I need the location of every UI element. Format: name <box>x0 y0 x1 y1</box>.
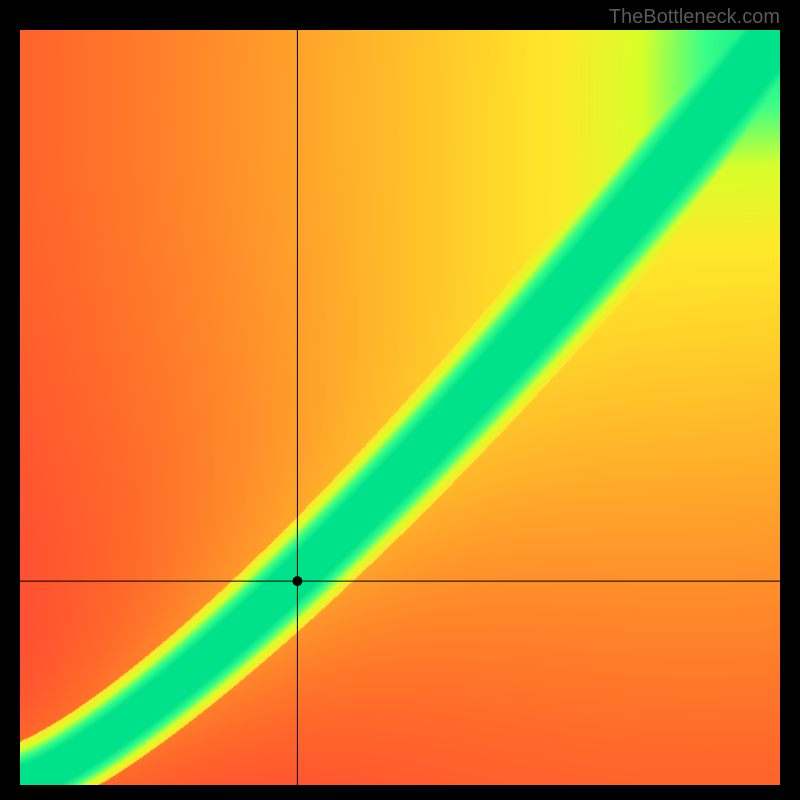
heatmap-panel <box>20 30 780 785</box>
watermark-text: TheBottleneck.com <box>609 6 780 29</box>
heatmap-canvas <box>20 30 780 785</box>
